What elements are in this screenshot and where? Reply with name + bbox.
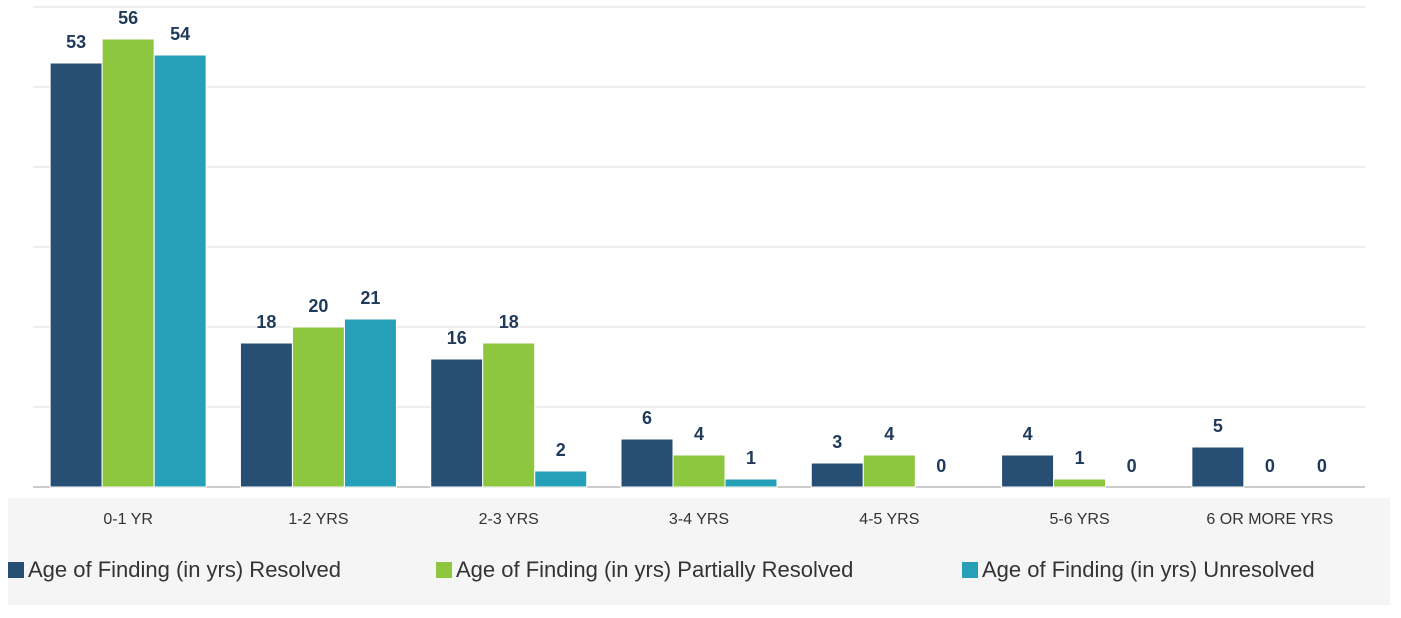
- bar: [1053, 478, 1107, 488]
- bar: [239, 342, 293, 488]
- bar: [430, 358, 484, 488]
- bar: [672, 454, 726, 488]
- bar: [534, 470, 588, 488]
- data-label: 4: [884, 424, 894, 444]
- data-label: 54: [170, 24, 190, 44]
- x-tick-label: 6 OR MORE YRS: [1206, 511, 1333, 528]
- data-label: 1: [1075, 448, 1085, 468]
- bar: [862, 454, 916, 488]
- data-label: 20: [308, 296, 328, 316]
- bar: [153, 54, 207, 488]
- bar: [343, 318, 397, 488]
- data-label: 18: [256, 312, 276, 332]
- x-tick-label: 5-6 YRS: [1049, 511, 1109, 528]
- legend-swatch: [436, 562, 452, 578]
- x-tick-label: 3-4 YRS: [669, 511, 729, 528]
- data-label: 0: [1127, 456, 1137, 476]
- data-label: 4: [694, 424, 704, 444]
- legend-background: [8, 498, 1390, 605]
- legend-label: Age of Finding (in yrs) Partially Resolv…: [456, 557, 853, 582]
- data-label: 6: [642, 408, 652, 428]
- bar: [1001, 454, 1055, 488]
- data-label: 4: [1023, 424, 1033, 444]
- data-label: 53: [66, 32, 86, 52]
- data-label: 2: [556, 440, 566, 460]
- legend-label: Age of Finding (in yrs) Unresolved: [982, 557, 1315, 582]
- data-label: 21: [360, 288, 380, 308]
- legend-label: Age of Finding (in yrs) Resolved: [28, 557, 341, 582]
- x-tick-label: 0-1 YR: [103, 511, 153, 528]
- bar: [482, 342, 536, 488]
- legend-swatch: [8, 562, 24, 578]
- data-label: 1: [746, 448, 756, 468]
- data-label: 18: [499, 312, 519, 332]
- bar: [810, 462, 864, 488]
- bar: [1191, 446, 1245, 488]
- bar: [724, 478, 778, 488]
- bar: [291, 326, 345, 488]
- data-label: 0: [1317, 456, 1327, 476]
- x-tick-label: 1-2 YRS: [288, 511, 348, 528]
- x-tick-label: 2-3 YRS: [479, 511, 539, 528]
- data-label: 0: [936, 456, 946, 476]
- data-label: 16: [447, 328, 467, 348]
- legend-swatch: [962, 562, 978, 578]
- x-tick-label: 4-5 YRS: [859, 511, 919, 528]
- data-label: 56: [118, 8, 138, 28]
- data-label: 0: [1265, 456, 1275, 476]
- data-label: 3: [832, 432, 842, 452]
- data-label: 5: [1213, 416, 1223, 436]
- bar: [620, 438, 674, 488]
- bar: [49, 62, 103, 488]
- bar: [101, 38, 155, 488]
